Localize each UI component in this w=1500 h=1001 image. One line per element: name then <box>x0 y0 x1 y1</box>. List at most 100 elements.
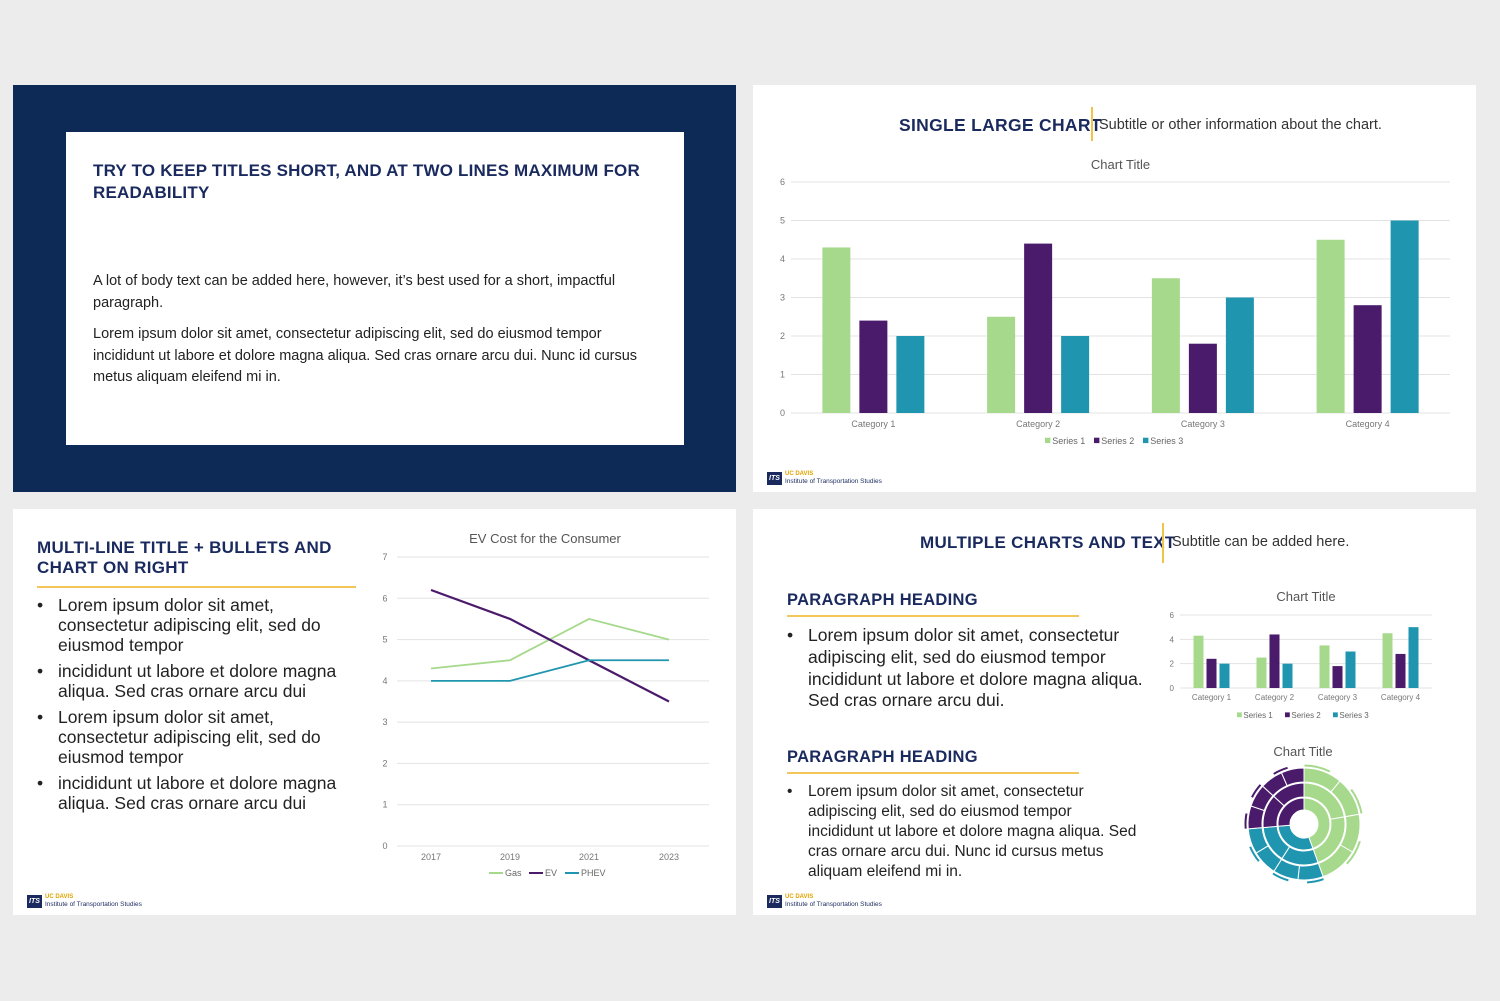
bar-series-3 <box>1408 627 1419 688</box>
slide-subtitle: Subtitle can be added here. <box>1172 534 1350 550</box>
slide-multi-charts[interactable]: MULTIPLE CHARTS AND TEXT Subtitle can be… <box>753 509 1476 915</box>
logo-its: Institute of Transportation Studies <box>45 901 142 908</box>
x-tick-label: Category 2 <box>1016 419 1060 429</box>
bar-series-1 <box>987 316 1016 413</box>
ucdavis-its-logo: ITS UC DAVIS Institute of Transportation … <box>27 893 142 909</box>
legend-label: Series 3 <box>1339 711 1369 720</box>
y-tick-label: 2 <box>780 331 785 341</box>
bar-series-3 <box>1282 663 1293 688</box>
bar-series-2 <box>1024 243 1053 413</box>
chart-title: Chart Title <box>1276 589 1335 604</box>
bar-series-3 <box>1219 663 1230 688</box>
y-tick-label: 4 <box>780 254 785 264</box>
ucdavis-its-logo: ITS UC DAVIS Institute of Transportation … <box>767 470 882 486</box>
list-item: Lorem ipsum dolor sit amet, consectetur … <box>37 595 367 655</box>
sunburst-segment <box>1303 797 1331 850</box>
x-tick-label: 2021 <box>579 852 599 862</box>
sunburst-segment <box>1271 871 1290 883</box>
y-tick-label: 1 <box>780 370 785 380</box>
title-line-2: CHART ON RIGHT <box>37 557 189 577</box>
y-tick-label: 3 <box>780 293 785 303</box>
x-tick-label: 2023 <box>659 852 679 862</box>
bullet-list: Lorem ipsum dolor sit amet, consectetur … <box>787 625 1157 712</box>
divider <box>1162 523 1164 563</box>
list-item: Lorem ipsum dolor sit amet, consectetur … <box>37 707 367 767</box>
logo-its: Institute of Transportation Studies <box>785 901 882 908</box>
legend-swatch <box>1237 712 1242 718</box>
bar-series-2 <box>1206 658 1217 688</box>
legend-swatch <box>1094 437 1100 444</box>
y-tick-label: 6 <box>780 177 785 187</box>
sunburst-segment <box>1349 787 1364 815</box>
list-item: Lorem ipsum dolor sit amet, consectetur … <box>787 782 1137 882</box>
bullet-list: Lorem ipsum dolor sit amet, consectetur … <box>787 782 1137 882</box>
bar-series-3 <box>1061 336 1090 413</box>
legend-label: Series 1 <box>1243 711 1273 720</box>
sunburst-segment <box>1297 862 1324 881</box>
paragraph-heading: PARAGRAPH HEADING <box>787 748 978 766</box>
slide-title: SINGLE LARGE CHART <box>899 115 1102 135</box>
sunburst-segment <box>1280 767 1305 787</box>
sunburst-segment <box>1249 782 1263 800</box>
y-tick-label: 7 <box>382 552 387 562</box>
chart-title: EV Cost for the Consumer <box>469 531 621 546</box>
slide-title: MULTIPLE CHARTS AND TEXT <box>920 533 1176 552</box>
bullet-list: Lorem ipsum dolor sit amet, consectetur … <box>37 595 367 813</box>
small-bar-chart: Chart Title 0 2 4 6 Category 1 Category 2 Categ… <box>1170 589 1432 720</box>
list-item: incididunt ut labore et dolore magna ali… <box>37 661 367 701</box>
divider <box>1091 107 1093 141</box>
bar-series-2 <box>859 320 888 413</box>
slide-title-text[interactable]: TRY TO KEEP TITLES SHORT, AND AT TWO LIN… <box>13 85 736 492</box>
y-tick-label: 6 <box>1170 611 1175 620</box>
x-tick-label: 2019 <box>500 852 520 862</box>
bar-series-3 <box>1390 220 1419 413</box>
legend-label: EV <box>545 868 557 878</box>
list-item: incididunt ut labore et dolore magna ali… <box>37 773 367 813</box>
y-tick-label: 6 <box>382 593 387 603</box>
sunburst-segment <box>1243 812 1249 830</box>
x-tick-label: Category 3 <box>1318 693 1358 702</box>
x-tick-label: Category 3 <box>1181 419 1225 429</box>
logo-uc: UC DAVIS <box>785 894 814 900</box>
slide-single-chart[interactable]: SINGLE LARGE CHART Subtitle or other inf… <box>753 85 1476 492</box>
sunburst-segment <box>1344 839 1363 866</box>
its-logo-icon: ITS <box>767 894 782 908</box>
x-tick-label: 2017 <box>421 852 441 862</box>
legend-swatch <box>1333 712 1338 718</box>
bar-series-1 <box>1256 657 1267 688</box>
sunburst-title: Chart Title <box>1273 744 1333 759</box>
bar-series-1 <box>1193 635 1204 688</box>
slide-subtitle: Subtitle or other information about the … <box>1099 117 1382 133</box>
legend-swatch <box>1045 437 1051 444</box>
sunburst-segment <box>1303 763 1332 774</box>
title-line-1: MULTI-LINE TITLE + BULLETS AND <box>37 538 332 557</box>
sunburst-segment <box>1273 782 1305 807</box>
list-item: Lorem ipsum dolor sit amet, consectetur … <box>787 625 1157 712</box>
bar-series-1 <box>1319 645 1330 688</box>
legend-label: Series 1 <box>1052 436 1085 446</box>
slide-bullets-chart[interactable]: MULTI-LINE TITLE + BULLETS AND CHART ON … <box>13 509 736 915</box>
divider <box>787 772 1079 774</box>
bar-series-1 <box>1151 278 1180 413</box>
y-tick-label: 0 <box>1170 684 1175 693</box>
divider <box>37 586 356 588</box>
logo-its: Institute of Transportation Studies <box>785 478 882 485</box>
bar-series-2 <box>1353 305 1382 413</box>
line-chart: EV Cost for the Consumer 0 1 2 3 4 5 6 7 2017 2019… <box>382 531 709 878</box>
sunburst-segment <box>1305 876 1326 885</box>
x-tick-label: Category 4 <box>1346 419 1390 429</box>
line-ev <box>430 588 670 703</box>
bar-series-2 <box>1395 653 1406 688</box>
line-phev <box>431 659 669 682</box>
sunburst-segment <box>1277 797 1305 827</box>
slide-title: MULTI-LINE TITLE + BULLETS AND CHART ON … <box>37 538 332 577</box>
legend-label: PHEV <box>581 868 606 878</box>
legend-label: Series 2 <box>1291 711 1321 720</box>
legend-swatch <box>1285 712 1290 718</box>
logo-uc: UC DAVIS <box>45 894 74 900</box>
bar-series-3 <box>1345 651 1356 688</box>
x-tick-label: Category 4 <box>1381 693 1421 702</box>
paragraph-heading: PARAGRAPH HEADING <box>787 591 978 609</box>
y-tick-label: 5 <box>382 635 387 645</box>
y-tick-label: 1 <box>382 800 387 810</box>
